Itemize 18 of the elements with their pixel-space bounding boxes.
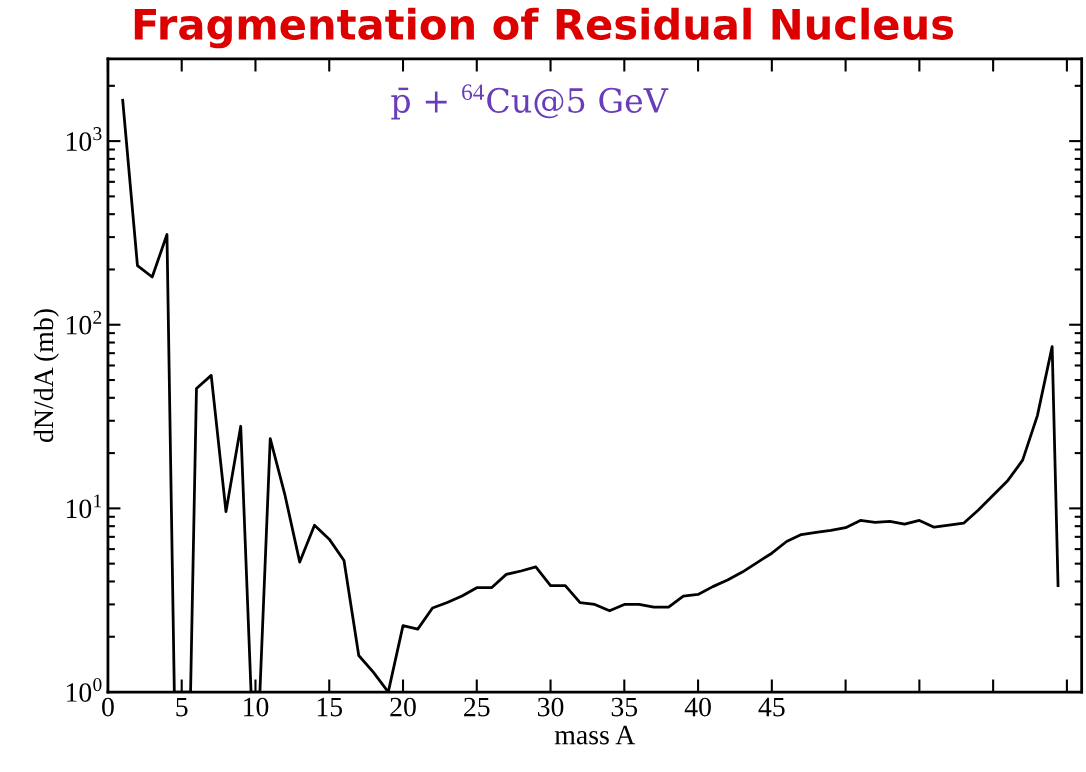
x-tick-label: 20 <box>390 697 416 717</box>
y-tick-label: 10$^{0}$ <box>66 678 102 702</box>
x-tick-label: 45 <box>758 697 785 717</box>
x-tick-label: 10 <box>244 697 269 717</box>
y-tick-label: 10$^{1}$ <box>66 494 102 519</box>
chart-title: Fragmentation of Residual Nucleus <box>134 7 954 49</box>
x-tick-label: 40 <box>684 697 711 717</box>
x-tick-label: 30 <box>537 697 564 717</box>
x-tick-label: 0 <box>102 697 114 717</box>
x-axis-title: mass A <box>554 725 636 745</box>
annotation: p̄ + $^{64}$Cu@5 GeV <box>391 84 669 120</box>
x-tick-label: 15 <box>317 697 343 717</box>
y-tick-label: 10$^{3}$ <box>66 127 102 151</box>
x-tick-label: 25 <box>464 697 490 717</box>
x-tick-label: 5 <box>176 697 188 717</box>
y-axis-title: dN/dA (mb) <box>33 309 59 443</box>
x-tick-label: 35 <box>611 697 638 717</box>
y-tick-label: 10$^{2}$ <box>66 310 102 335</box>
